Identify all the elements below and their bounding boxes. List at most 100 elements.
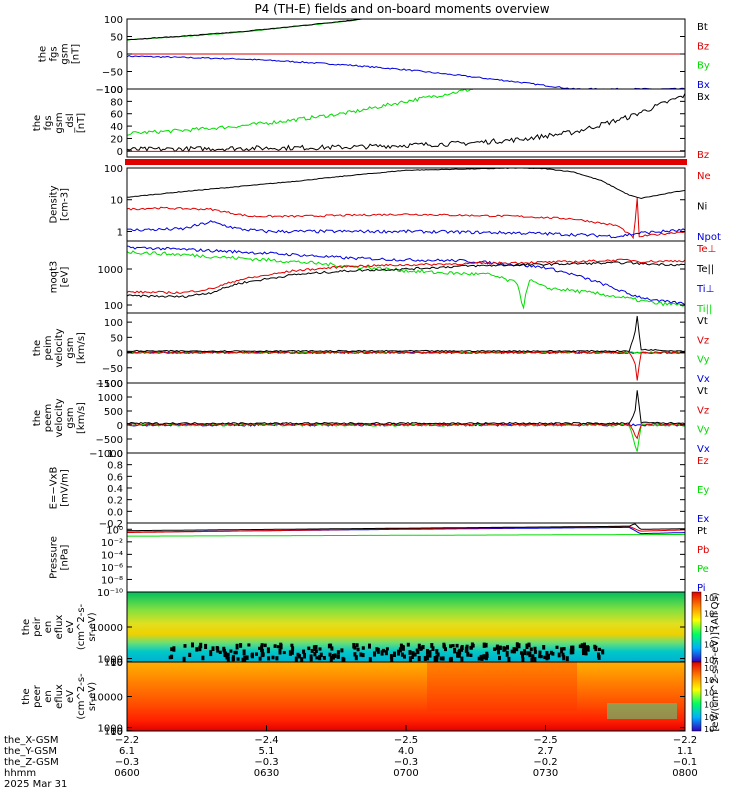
y-tick-label: −50 (102, 364, 123, 375)
spectrogram-dropout (309, 657, 313, 662)
y-tick-label: 60 (110, 110, 123, 121)
spectrogram-dropout (517, 643, 521, 649)
spectrogram-dropout (354, 655, 358, 661)
legend-label: Vy (697, 425, 710, 436)
spectrogram-dropout (493, 647, 497, 651)
spectrogram-dropout (428, 650, 432, 654)
x-row-label: the_X-GSM (4, 735, 58, 746)
series-pe-line (127, 533, 685, 537)
y-axis-label: the peim velocity gsm [km/s] (32, 328, 87, 367)
spectrogram-dropout (215, 646, 219, 650)
spectrogram-dropout (198, 645, 202, 652)
colorbar-tick-label: 10⁷ (704, 676, 717, 685)
spectrogram-dropout (521, 657, 525, 663)
spectrogram-dropout (512, 647, 516, 654)
spectrogram-dropout (201, 655, 205, 661)
spectrogram-dropout (555, 645, 559, 649)
y-tick-label: 10 (110, 658, 123, 669)
x-tick-label: −0.3 (115, 757, 139, 768)
legend-label: Pt (697, 526, 707, 537)
x-tick-label: −2.5 (394, 735, 418, 746)
y-tick-label: −500 (96, 435, 123, 446)
spectrogram-dropout (315, 656, 319, 660)
spectrogram-dropout (319, 652, 323, 658)
legend-label: Bz (697, 41, 709, 52)
y-tick-label: 10⁻⁶ (101, 563, 123, 574)
spectrogram-dropout (411, 651, 415, 657)
spectrogram-dropout (300, 657, 304, 663)
spectrogram-dropout (460, 656, 464, 662)
x-tick-label: 0700 (393, 768, 418, 779)
spectrogram-dropout (313, 652, 317, 657)
series-te-line (127, 261, 685, 299)
series-bx-line (127, 93, 685, 153)
panel-3: 100 10 1 Density [cm-3] Ne Ni Npot (49, 164, 721, 243)
colorbar-tick-label: 10⁴ (704, 625, 717, 634)
y-tick-label: 1 (117, 227, 123, 238)
spectrogram-dropout (263, 643, 267, 648)
spectrogram-dropout (318, 655, 322, 661)
spectrogram-dropout (331, 654, 335, 660)
spectrogram-dropout (291, 646, 295, 651)
legend-label: Ey (697, 485, 709, 496)
spectrogram-dropout (307, 646, 311, 651)
series-by-line (127, 89, 474, 136)
legend-label: Bz (697, 150, 709, 161)
y-tick-label: 10 (110, 727, 123, 738)
spectrogram-dropout (594, 645, 598, 652)
spectrogram-dropout (191, 642, 194, 648)
spectrogram-dropout (328, 652, 332, 657)
spectrogram-dropout (497, 650, 500, 655)
spectrogram-dropout (260, 646, 264, 652)
y-axis-label-line: the (21, 688, 32, 704)
spectrogram-dropout (361, 646, 365, 650)
spectrogram-dropout (266, 647, 270, 654)
colorbar-tick-label: 10⁸ (704, 664, 717, 673)
legend: Te⊥ Te|| Ti⊥ Ti|| (696, 244, 716, 315)
spectrogram-dropout (401, 645, 405, 651)
legend-label: Vx (697, 374, 710, 385)
spectrogram-dropout (507, 656, 511, 662)
spectrogram-dropout (355, 643, 359, 648)
legend-label: Ez (697, 456, 709, 467)
spectrogram-dropout (543, 655, 547, 660)
spectrogram-dropout (470, 642, 474, 648)
y-axis-label: Pressure [nPa] (49, 536, 71, 579)
panel-frame (126, 522, 686, 593)
spectrogram-dropout (529, 647, 533, 652)
spectrogram-dropout (250, 653, 254, 659)
spectrogram-dropout (172, 646, 176, 652)
spectrogram-dropout (211, 646, 215, 651)
spectrogram-dropout (584, 647, 587, 653)
spectrogram-dropout (586, 645, 590, 650)
spectrogram-dropout (229, 649, 233, 653)
x-tick-label: 4.0 (398, 746, 414, 757)
y-tick-label: 50 (110, 33, 123, 44)
spectrogram-dropout (336, 654, 340, 659)
spectrogram-dropout (521, 652, 524, 659)
x-tick-label: −2.2 (115, 735, 139, 746)
y-axis-label: Density [cm-3] (49, 185, 71, 223)
legend-label: Vt (697, 386, 708, 397)
y-tick-label: 10⁻² (101, 538, 123, 549)
y-axis-label-line: peim (43, 335, 54, 360)
panel-frame (126, 452, 686, 524)
spectrogram-dropout (380, 650, 384, 656)
y-axis-label-line: velocity (54, 398, 65, 437)
spectrogram-dropout (241, 657, 245, 663)
series-vz-line (127, 351, 685, 381)
panel-1: 100 50 0 −50 −100 the fgs gsm [nT] Bt Bz By Bx (38, 15, 710, 96)
y-axis-label-line: peem (43, 404, 54, 432)
y-axis-label-line: [km/s] (76, 332, 87, 364)
series-ne-line (127, 197, 685, 240)
y-axis-label-line: the (32, 410, 43, 426)
spectrogram-dropout (243, 655, 247, 662)
series-ti-line (127, 250, 685, 310)
spectrogram-dropout (480, 656, 484, 661)
figure-title: P4 (TH-E) fields and on-board moments ov… (254, 2, 549, 16)
legend-label: Ti⊥ (696, 284, 714, 295)
spectrogram-dropout (340, 648, 344, 653)
y-axis-label: the fgs gsm [nT] (38, 43, 82, 64)
spectrogram-dropout (510, 649, 514, 654)
y-tick-label: 10⁰ (106, 525, 123, 536)
